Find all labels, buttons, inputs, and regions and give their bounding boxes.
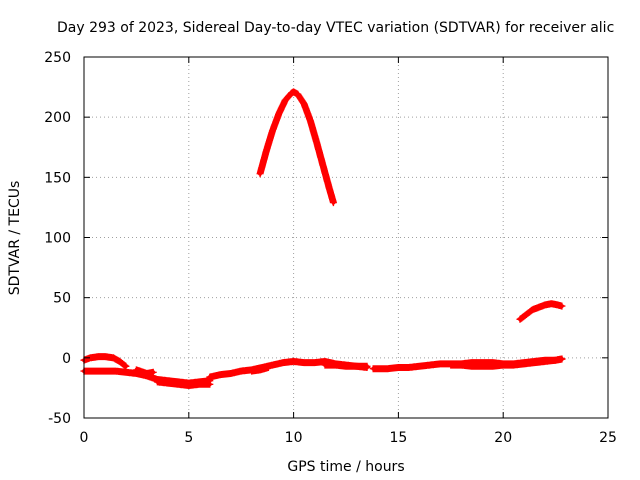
y-tick-label: 0 bbox=[62, 351, 71, 367]
series-arc bbox=[132, 366, 157, 377]
y-tick-label: 250 bbox=[44, 50, 71, 66]
y-tick-label: 150 bbox=[44, 170, 71, 186]
x-tick-label: 20 bbox=[494, 430, 512, 446]
series-markers bbox=[447, 355, 566, 370]
x-axis-label: GPS time / hours bbox=[287, 459, 404, 475]
series-arc bbox=[153, 378, 214, 389]
x-tick-label: 10 bbox=[285, 430, 303, 446]
y-tick-label: 50 bbox=[53, 291, 71, 307]
series-arc bbox=[256, 88, 337, 207]
tick-labels: 0 5 10 15 20 25 -50 0 50 100 150 200 250 bbox=[44, 50, 617, 446]
series-markers bbox=[153, 378, 214, 389]
data-series bbox=[80, 88, 566, 389]
axis-ticks bbox=[83, 56, 609, 419]
y-axis-label: SDTVAR / TECUs bbox=[7, 181, 23, 296]
series-arc bbox=[447, 355, 566, 370]
series-markers bbox=[516, 300, 566, 323]
x-tick-label: 25 bbox=[599, 430, 617, 446]
series-markers bbox=[321, 361, 371, 370]
series-markers bbox=[256, 88, 337, 207]
y-tick-label: 200 bbox=[44, 110, 71, 126]
chart-title: Day 293 of 2023, Sidereal Day-to-day VTE… bbox=[57, 20, 614, 36]
y-tick-label: 100 bbox=[44, 231, 71, 247]
series-arc bbox=[516, 300, 566, 323]
series-arc bbox=[321, 361, 371, 370]
series-markers bbox=[132, 366, 157, 377]
series-markers bbox=[248, 364, 272, 375]
x-tick-label: 0 bbox=[80, 430, 89, 446]
grid-lines bbox=[84, 57, 608, 418]
x-tick-label: 15 bbox=[389, 430, 407, 446]
y-tick-label: -50 bbox=[48, 411, 71, 427]
x-tick-label: 5 bbox=[184, 430, 193, 446]
series-arc bbox=[248, 364, 272, 375]
